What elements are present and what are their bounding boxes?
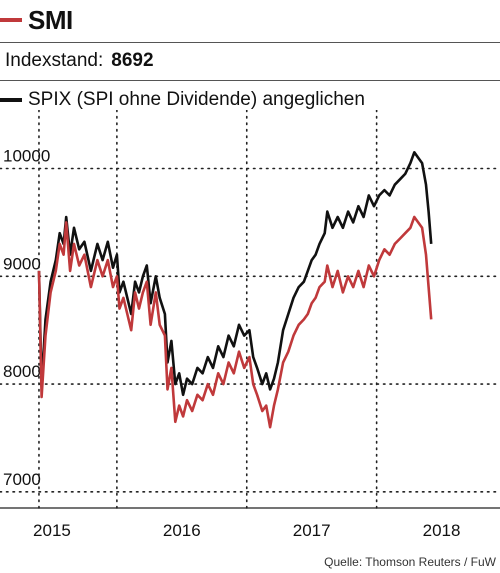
smi-legend-swatch [0, 18, 22, 22]
y-tick-label-9000: 9000 [3, 254, 41, 273]
chart-title-row: SMI [0, 2, 73, 38]
index-value: 8692 [111, 50, 154, 71]
index-level: Indexstand: 8692 [5, 50, 154, 72]
chart-title: SMI [28, 4, 73, 35]
source-note: Quelle: Thomson Reuters / FuW [324, 555, 496, 569]
spix-legend-row: SPIX (SPI ohne Dividende) angeglichen [0, 86, 365, 114]
info-divider [0, 80, 500, 81]
series-line-spix [37, 151, 433, 397]
x-tick-label-2018: 2018 [423, 521, 461, 540]
title-divider [0, 42, 500, 43]
line-chart: 7000 8000 9000 10000 2015 2016 2017 2018 [0, 110, 500, 540]
y-tick-label-8000: 8000 [3, 362, 41, 381]
index-label: Indexstand: [5, 50, 104, 71]
spix-legend-swatch [0, 98, 22, 102]
y-tick-label-10000: 10000 [3, 147, 50, 166]
series-line-smi [37, 215, 433, 429]
x-tick-label-2016: 2016 [163, 521, 201, 540]
y-tick-label-7000: 7000 [3, 470, 41, 489]
x-tick-label-2015: 2015 [33, 521, 71, 540]
spix-legend-label: SPIX (SPI ohne Dividende) angeglichen [28, 89, 365, 110]
x-tick-label-2017: 2017 [293, 521, 331, 540]
